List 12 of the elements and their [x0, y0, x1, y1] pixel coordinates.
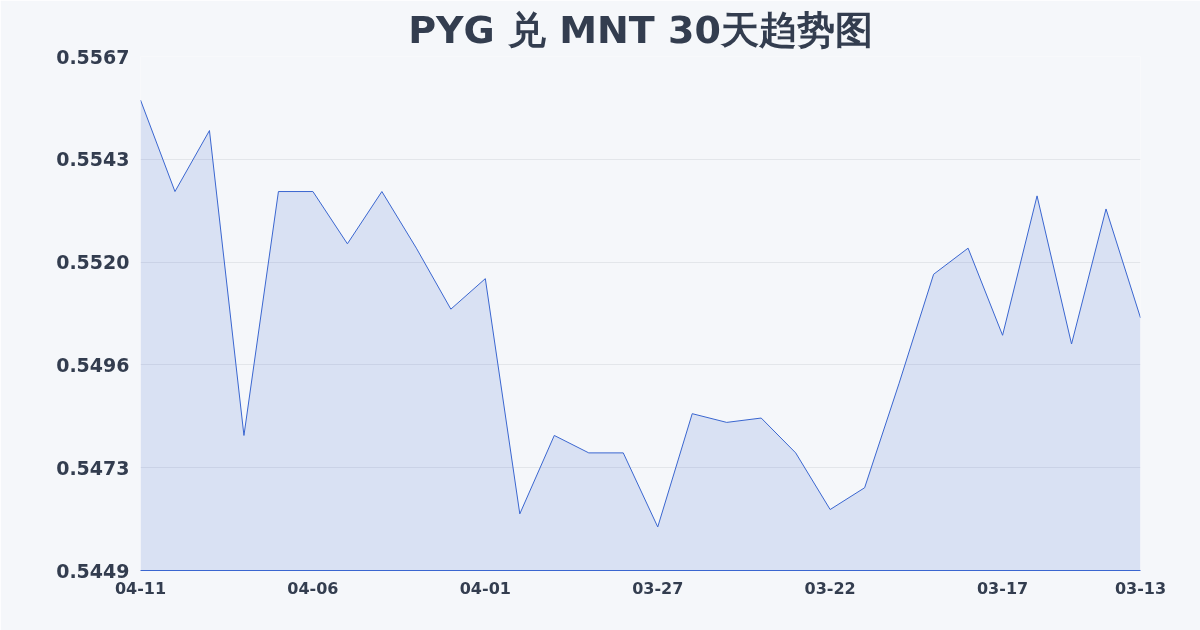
y-tick-label: 0.5496: [56, 353, 130, 376]
x-tick-label: 03-17: [976, 578, 1029, 598]
x-tick-label: 03-22: [804, 578, 856, 598]
x-tick-label: 03-13: [1114, 578, 1167, 598]
x-tick-label: 03-27: [632, 578, 684, 598]
x-tick-label: 04-01: [459, 578, 511, 598]
y-tick-label: 0.5473: [56, 456, 130, 479]
y-tick-label: 0.5520: [56, 251, 130, 274]
y-tick-label: 0.5543: [56, 148, 130, 171]
chart-title: PYG 兑 MNT 30天趋势图: [408, 7, 873, 52]
y-tick-label: 0.5567: [56, 45, 130, 68]
x-tick-label: 04-06: [287, 578, 339, 598]
